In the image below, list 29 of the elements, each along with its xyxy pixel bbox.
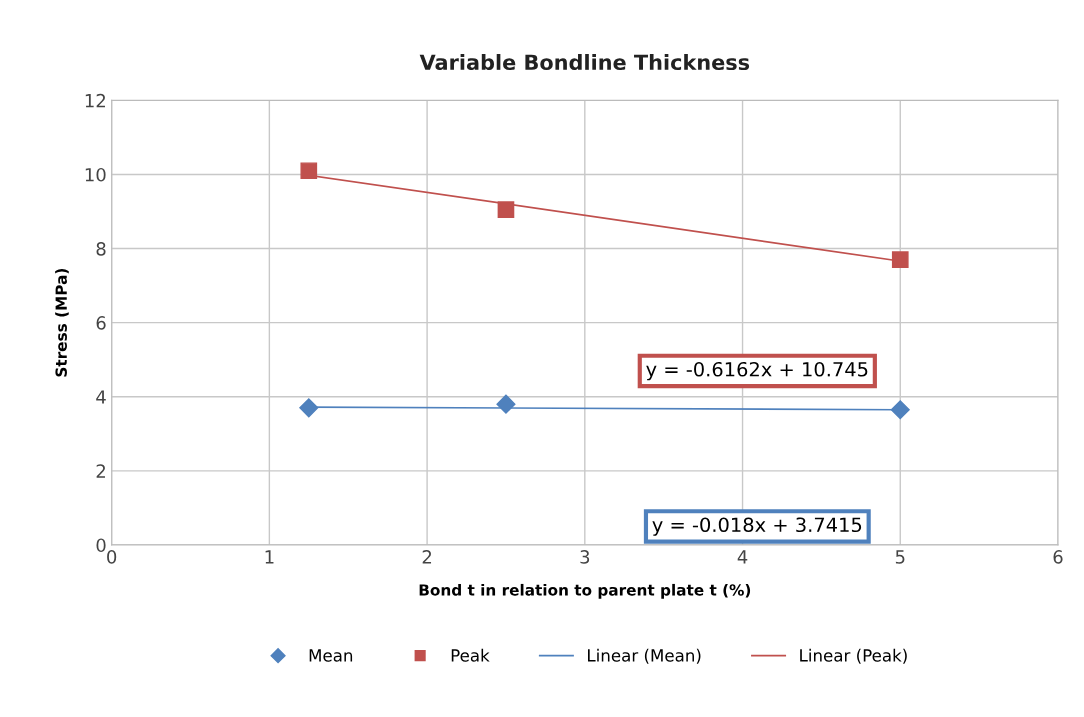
legend-label: Peak bbox=[451, 648, 490, 662]
x-tick-label: 1 bbox=[265, 550, 274, 564]
point bbox=[497, 201, 515, 218]
x-tick-label: 6 bbox=[1053, 550, 1063, 564]
legend-label: Mean bbox=[309, 649, 353, 662]
x-axis-title: Bond t in relation to parent plate t (%) bbox=[419, 583, 751, 599]
y-tick-label: 10 bbox=[85, 167, 106, 182]
y-tick-label: 0 bbox=[96, 538, 106, 553]
y-tick-label: 8 bbox=[96, 242, 106, 256]
x-tick-label: 5 bbox=[895, 550, 905, 564]
x-tick-label: 3 bbox=[580, 550, 590, 564]
legend-label: Linear (Mean) bbox=[588, 648, 701, 664]
point bbox=[890, 400, 910, 420]
y-tick-label: 4 bbox=[96, 390, 106, 404]
annotation: y = -0.018x + 3.7415 bbox=[652, 517, 862, 536]
y-tick-label: 6 bbox=[96, 316, 106, 330]
point bbox=[300, 162, 318, 180]
annotation: y = -0.6162x + 10.745 bbox=[646, 361, 868, 381]
x-tick-label: 0 bbox=[107, 550, 117, 564]
point bbox=[299, 398, 319, 418]
y-axis-title: Stress (MPa) bbox=[55, 268, 69, 377]
x-tick-label: 4 bbox=[737, 550, 748, 564]
y-tick-label: 2 bbox=[96, 464, 105, 478]
point bbox=[496, 394, 516, 414]
chart-title: Variable Bondline Thickness bbox=[419, 53, 750, 71]
y-tick-label: 12 bbox=[85, 93, 105, 108]
x-tick-label: 2 bbox=[422, 550, 432, 564]
point bbox=[891, 251, 909, 269]
legend-label: Linear (Peak) bbox=[800, 648, 907, 664]
